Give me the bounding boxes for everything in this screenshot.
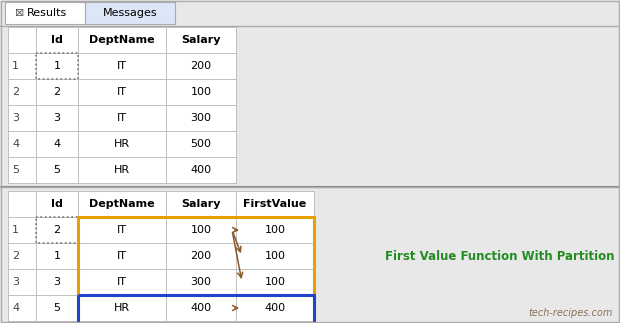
Text: DeptName: DeptName xyxy=(89,199,155,209)
Text: FirstValue: FirstValue xyxy=(244,199,307,209)
Text: 100: 100 xyxy=(265,225,285,235)
Text: 400: 400 xyxy=(265,303,286,313)
Text: Results: Results xyxy=(27,8,67,18)
Text: 2: 2 xyxy=(12,87,19,97)
Text: 4: 4 xyxy=(12,139,19,149)
Text: IT: IT xyxy=(117,61,127,71)
Text: 200: 200 xyxy=(190,251,211,261)
Text: Id: Id xyxy=(51,199,63,209)
Text: 3: 3 xyxy=(12,113,19,123)
Text: ⊠: ⊠ xyxy=(15,8,24,18)
Text: 2: 2 xyxy=(53,87,61,97)
Bar xyxy=(0,184,620,190)
Bar xyxy=(36,217,78,243)
Text: IT: IT xyxy=(117,277,127,287)
Text: 2: 2 xyxy=(53,225,61,235)
Text: HR: HR xyxy=(114,303,130,313)
Text: HR: HR xyxy=(114,139,130,149)
Bar xyxy=(5,2,85,24)
Text: 3: 3 xyxy=(12,277,19,287)
Text: 400: 400 xyxy=(190,165,211,175)
Text: 500: 500 xyxy=(190,139,211,149)
Text: IT: IT xyxy=(117,225,127,235)
Text: 200: 200 xyxy=(190,61,211,71)
Bar xyxy=(85,2,175,24)
Text: Salary: Salary xyxy=(181,199,221,209)
Bar xyxy=(8,191,314,323)
Bar xyxy=(78,295,314,323)
Text: 1: 1 xyxy=(53,61,61,71)
Text: First Value Function With Partition By: First Value Function With Partition By xyxy=(385,250,620,263)
Text: 5: 5 xyxy=(12,165,19,175)
Text: 4: 4 xyxy=(12,303,19,313)
Bar xyxy=(78,217,314,295)
Text: 300: 300 xyxy=(190,277,211,287)
Text: 400: 400 xyxy=(190,303,211,313)
Text: 1: 1 xyxy=(12,61,19,71)
Text: DeptName: DeptName xyxy=(89,35,155,45)
Text: IT: IT xyxy=(117,251,127,261)
Text: IT: IT xyxy=(117,113,127,123)
Text: 3: 3 xyxy=(53,113,61,123)
Text: 100: 100 xyxy=(190,87,211,97)
Text: 2: 2 xyxy=(12,251,19,261)
Text: 5: 5 xyxy=(53,303,61,313)
Text: Messages: Messages xyxy=(103,8,157,18)
Bar xyxy=(36,53,78,79)
Text: 100: 100 xyxy=(265,277,285,287)
Text: 100: 100 xyxy=(190,225,211,235)
Text: 5: 5 xyxy=(53,165,61,175)
Text: Salary: Salary xyxy=(181,35,221,45)
Text: HR: HR xyxy=(114,165,130,175)
Text: Id: Id xyxy=(51,35,63,45)
Text: tech-recipes.com: tech-recipes.com xyxy=(529,308,613,318)
Bar xyxy=(8,27,236,183)
Text: 100: 100 xyxy=(265,251,285,261)
Text: 1: 1 xyxy=(53,251,61,261)
Text: 4: 4 xyxy=(53,139,61,149)
Text: 300: 300 xyxy=(190,113,211,123)
Text: IT: IT xyxy=(117,87,127,97)
Text: 3: 3 xyxy=(53,277,61,287)
Bar xyxy=(0,0,620,26)
Text: 1: 1 xyxy=(12,225,19,235)
